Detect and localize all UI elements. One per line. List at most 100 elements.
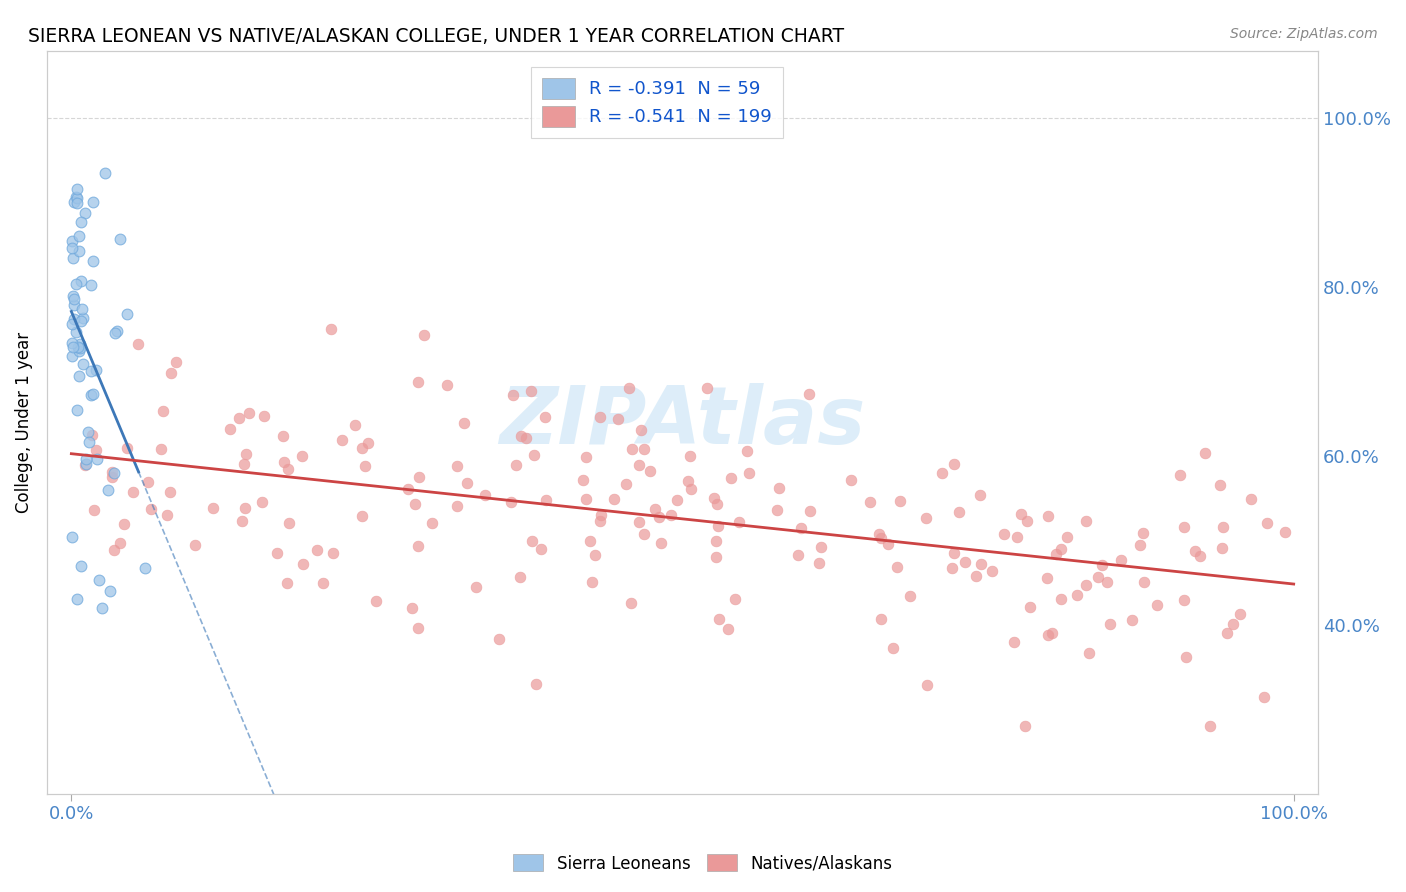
Point [156,508,179,522]
Point [520,533,543,548]
Point [100,584,122,599]
Point [94,165,117,179]
Point [666,493,689,508]
Point [152,404,174,418]
Point [591,508,613,522]
Point [149,442,172,456]
Point [266,546,288,560]
Point [1211,541,1233,555]
Point [628,515,651,529]
Point [453,416,475,430]
Point [1036,628,1059,642]
Point [737,443,759,458]
Point [696,381,718,395]
Point [82,194,104,209]
Legend: R = -0.391  N = 59  , R = -0.541  N = 199: R = -0.391 N = 59 , R = -0.541 N = 199 [531,67,783,137]
Point [84,362,107,376]
Point [76,425,98,439]
Point [1036,571,1059,585]
Point [277,516,299,530]
Point [321,322,343,336]
Point [250,495,273,509]
Point [82,428,104,442]
Point [127,337,149,351]
Point [1019,600,1042,615]
Point [1274,524,1296,539]
Point [859,495,882,509]
Point [1173,593,1195,607]
Point [1212,520,1234,534]
Point [72,357,94,371]
Point [63,195,86,210]
Point [1077,646,1099,660]
Point [969,488,991,502]
Point [413,328,436,343]
Point [228,411,250,425]
Point [877,537,900,551]
Point [67,244,90,258]
Point [60,241,83,255]
Point [406,375,429,389]
Point [650,536,672,550]
Point [322,546,344,560]
Point [633,527,655,541]
Point [703,491,725,505]
Point [588,410,610,425]
Point [134,560,156,574]
Point [765,503,787,517]
Point [638,464,661,478]
Point [620,442,643,456]
Point [86,451,108,466]
Point [1216,626,1239,640]
Point [810,540,832,554]
Point [77,435,100,450]
Point [253,409,276,424]
Point [235,447,257,461]
Point [401,601,423,615]
Point [271,429,294,443]
Point [886,560,908,574]
Point [62,340,84,354]
Point [614,477,637,491]
Point [1240,491,1263,506]
Point [73,206,96,220]
Point [704,550,727,565]
Point [218,422,240,436]
Point [396,482,419,496]
Point [330,433,353,447]
Point [575,491,598,506]
Point [1173,520,1195,534]
Point [727,515,749,529]
Point [70,558,93,573]
Point [80,277,103,292]
Point [1074,578,1097,592]
Point [115,442,138,456]
Point [75,458,97,473]
Point [1095,574,1118,589]
Point [233,500,256,515]
Point [60,336,83,351]
Point [1209,477,1232,491]
Point [1174,649,1197,664]
Point [953,555,976,569]
Point [82,254,104,268]
Point [499,495,522,509]
Point [720,470,742,484]
Point [633,442,655,456]
Point [1199,719,1222,733]
Point [678,474,700,488]
Point [488,632,510,647]
Point [238,406,260,420]
Point [630,423,652,437]
Point [107,324,129,338]
Point [100,465,122,479]
Point [519,384,541,399]
Point [354,459,377,474]
Point [406,539,429,553]
Point [620,596,643,610]
Point [724,592,747,607]
Point [808,556,831,570]
Point [704,533,727,548]
Point [799,387,821,401]
Point [66,402,89,417]
